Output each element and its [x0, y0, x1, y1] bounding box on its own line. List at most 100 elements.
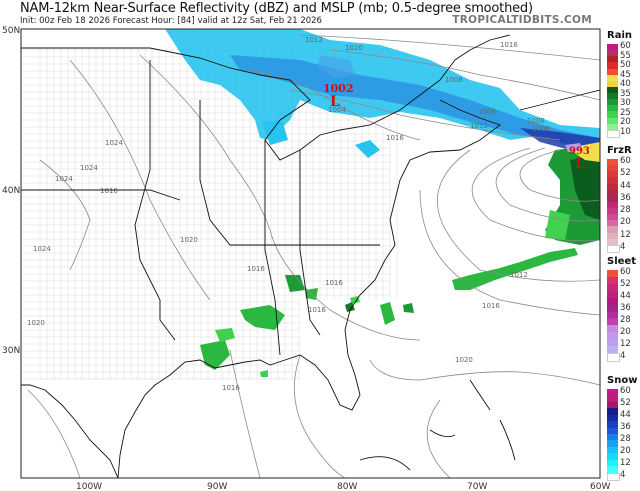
isobar-label: 1008 — [445, 76, 463, 84]
legend-label: 52 — [620, 168, 631, 179]
low-pressure-value: 993 — [569, 146, 590, 157]
legend-swatch — [607, 183, 618, 191]
legend-swatch — [607, 414, 618, 422]
map-subtitle: Init: 00z Feb 18 2026 Forecast Hour: [84… — [20, 16, 322, 26]
isobar-label: 1012 — [305, 36, 323, 44]
isobar-label: 1016 — [386, 134, 404, 142]
isobar-label: 1020 — [455, 356, 473, 364]
legend-swatch — [607, 50, 618, 57]
isobar-label: 1024 — [55, 175, 73, 183]
legend-swatch — [607, 123, 618, 131]
legend-label: 50 — [620, 60, 631, 71]
legend-swatch — [607, 401, 618, 409]
legend-swatch — [607, 408, 618, 416]
isobar-label: 1016 — [325, 279, 343, 287]
lon-label: 90W — [207, 482, 227, 491]
map-frame — [20, 28, 601, 479]
legend-label: 4 — [620, 470, 626, 480]
low-symbol: L — [575, 156, 585, 172]
low-symbol: L — [330, 94, 340, 110]
legend-swatch — [607, 339, 618, 347]
legend-label: 40 — [620, 79, 631, 90]
legend-label: 44 — [620, 291, 631, 301]
legend-label: 12 — [620, 229, 631, 240]
map-title: NAM-12km Near-Surface Reflectivity (dBZ)… — [20, 1, 533, 16]
legend-label: 36 — [620, 303, 631, 313]
legend-swatch — [607, 290, 618, 299]
legend-swatch — [607, 353, 620, 363]
legend-swatch — [607, 117, 618, 125]
isobar-label: 1012 — [510, 271, 528, 279]
legend-swatch — [607, 44, 618, 51]
legend-swatch — [607, 459, 618, 467]
legend-swatch — [607, 446, 618, 454]
isobar-label: 1016 — [247, 265, 265, 273]
legend-swatch — [607, 201, 618, 209]
legend-label: 30 — [620, 98, 631, 109]
legend-swatch — [607, 238, 618, 246]
isobar-label: 1024 — [80, 164, 98, 172]
legend-swatch — [607, 93, 618, 100]
legend-label: 20 — [620, 446, 631, 456]
legend-label: 20 — [620, 117, 631, 128]
legend-label: 60 — [620, 41, 631, 51]
lon-label: 60W — [590, 482, 610, 491]
low-pressure-value: 1002 — [323, 82, 354, 95]
legend-swatch — [607, 453, 618, 461]
legend-swatch — [607, 421, 618, 429]
legend-label: 10 — [620, 127, 631, 137]
lon-label: 70W — [467, 482, 487, 491]
legend-label: 60 — [620, 156, 631, 166]
legend-title-sleet: Sleet — [607, 256, 636, 267]
snow-band — [165, 29, 600, 158]
legend-swatch — [607, 297, 618, 306]
lon-axis: 100W 90W 80W 70W 60W — [76, 482, 610, 491]
legend-swatch — [607, 129, 620, 139]
legend-swatch — [607, 466, 618, 474]
legend-label: 36 — [620, 192, 631, 203]
legend-swatch — [607, 283, 618, 292]
legend-label: 25 — [620, 107, 631, 118]
isobar-label: 1008 — [478, 108, 496, 116]
low-pressure-2: 993 L — [569, 146, 590, 172]
legend-label: 20 — [620, 327, 631, 337]
legend-label: 36 — [620, 422, 631, 432]
legend-label: 44 — [620, 410, 631, 420]
legend-label: 35 — [620, 88, 631, 99]
lon-label: 80W — [337, 482, 357, 491]
legend-swatch — [607, 304, 618, 313]
isobar-label: 1004 — [328, 106, 346, 114]
legend-swatch — [607, 189, 618, 197]
legend-swatch — [607, 332, 618, 340]
legend-label: 60 — [620, 386, 631, 396]
legend-label: 20 — [620, 217, 631, 228]
legend-swatch — [607, 74, 618, 82]
isobar-label: 1020 — [345, 44, 363, 52]
legend-title-snow: Snow — [607, 375, 638, 386]
legend-swatch — [607, 440, 618, 448]
legend-title-rain: Rain — [607, 30, 632, 41]
lat-label: 30N — [2, 346, 20, 356]
legend-swatch — [607, 232, 618, 240]
isobar-label: 1008 — [527, 117, 545, 125]
isobar-label: 1016 — [482, 302, 500, 310]
isobar-label: 1016 — [100, 187, 118, 195]
legend-swatch — [607, 62, 618, 70]
isobar-label: 1008 — [532, 125, 550, 133]
isobar-label: 1016 — [308, 306, 326, 314]
legend-swatch — [607, 226, 618, 234]
lat-label: 40N — [2, 186, 20, 196]
legend-label: 12 — [620, 339, 631, 349]
legend-swatch — [607, 346, 618, 354]
legend-swatch — [607, 177, 618, 185]
isobars — [27, 34, 600, 478]
isobar-label: 1016 — [222, 384, 240, 392]
legend-swatch — [607, 389, 618, 396]
legend-swatch — [607, 86, 618, 94]
low-pressure-1: 1002 L — [323, 82, 354, 110]
lon-label: 100W — [76, 482, 102, 491]
isobar-label: 1024 — [105, 139, 123, 147]
legend-swatch — [607, 208, 618, 215]
